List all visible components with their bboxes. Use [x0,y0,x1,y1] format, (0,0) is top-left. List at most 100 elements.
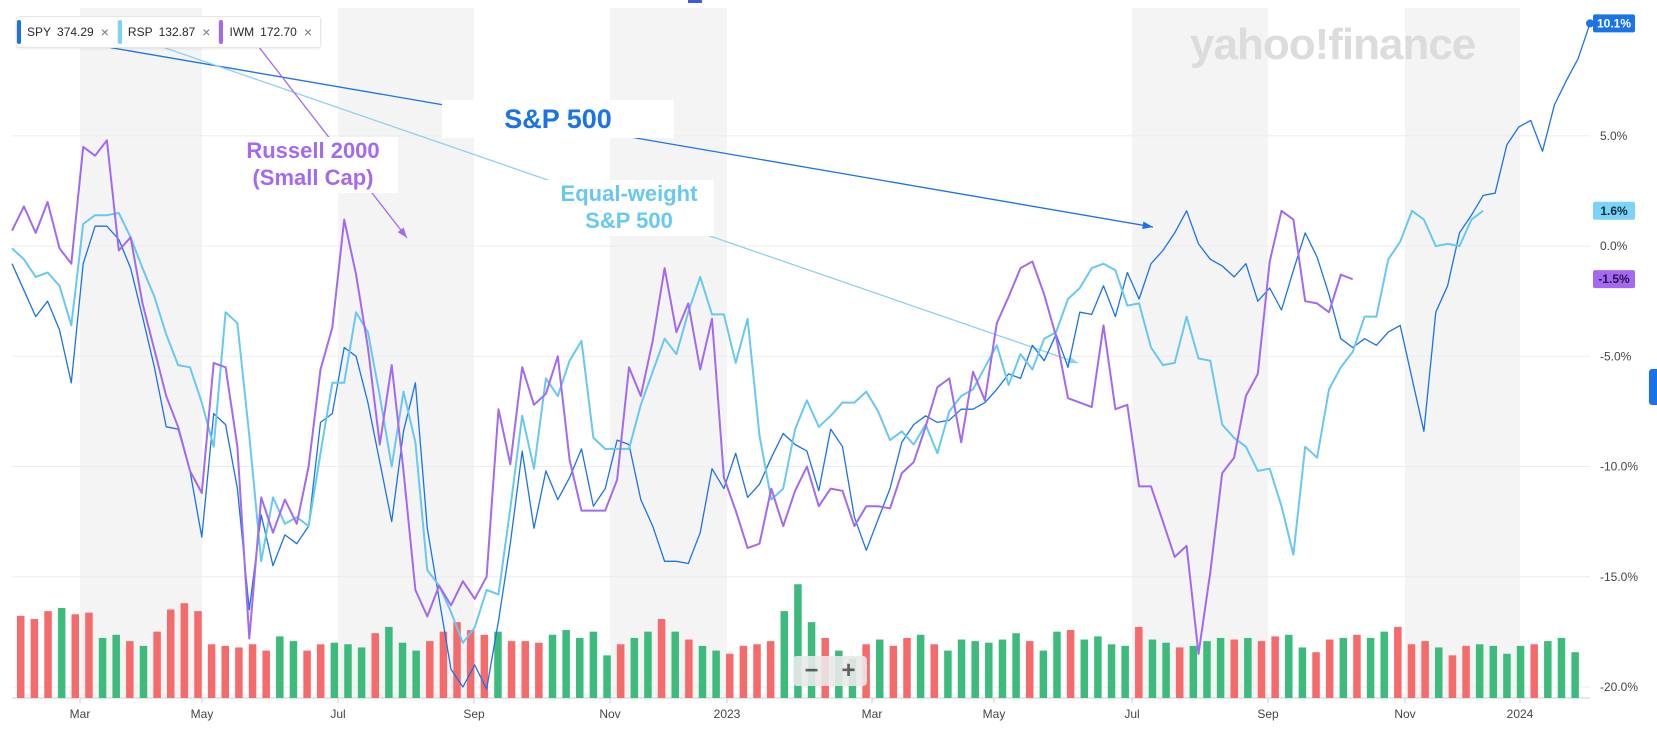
volume-bar-up [330,642,339,698]
volume-bar-up [1053,631,1061,698]
volume-bar-down [17,615,25,698]
volume-bar-up [698,645,707,698]
volume-bar-up [1012,633,1020,698]
volume-bar-up [1148,639,1157,698]
month-band [1405,8,1520,698]
volume-bar-up [1557,637,1566,698]
volume-bar-up [1203,641,1211,698]
volume-bar-up [412,650,420,698]
volume-bar-down [521,641,529,698]
legend-symbol: IWM [229,25,255,39]
x-tick-label: Sep [1257,707,1279,721]
volume-bar-down [903,637,911,698]
volume-bar-up [1080,639,1089,698]
volume-bar-up [1107,644,1116,698]
x-tick-label: May [191,707,214,721]
volume-bar-down [766,641,775,698]
close-icon[interactable]: × [100,24,109,40]
volume-bar-up [344,644,352,698]
volume-bar-down [1135,626,1143,698]
volume-bar-down [235,647,243,698]
volume-bar-down [1448,655,1457,698]
volume-bar-up [589,631,598,698]
legend-chip-rsp[interactable]: RSP 132.87 × [117,17,220,47]
zoom-in-button[interactable]: + [841,657,856,684]
volume-bar-down [753,644,761,698]
volume-bar-up [1298,647,1307,698]
yahoo-finance-logo: yahoo!finance [1190,20,1476,69]
volume-bar-down [1462,645,1470,698]
volume-bar-up [1121,645,1129,698]
y-tick-label: 5.0% [1600,129,1628,143]
legend-color-bar [17,20,21,44]
volume-bar-up [1366,637,1375,698]
close-icon[interactable]: × [202,24,211,40]
volume-bar-down [166,609,175,698]
volume-bar-up [1516,645,1525,698]
volume-bar-down [30,619,39,698]
value-badge-label-spy: 10.1% [1597,16,1631,30]
volume-bar-down [180,603,189,698]
annotation-russell-line2: (Small Cap) [252,165,374,190]
volume-bar-down [507,641,516,698]
annotation-russell-line1: Russell 2000 [246,138,380,163]
volume-bar-down [1353,634,1361,698]
volume-bar-up [57,607,66,698]
annotation-sp500: S&P 500 [442,100,674,138]
y-tick-label: -10.0% [1600,460,1638,474]
volume-bar-up [1216,637,1225,698]
volume-bar-up [139,645,148,698]
volume-bar-down [930,644,939,698]
volume-bar-down [426,641,434,698]
x-tick-label: Mar [862,707,883,721]
annotation-equal-line2: S&P 500 [585,208,673,233]
volume-bar-down [1312,652,1320,698]
volume-bar-down [207,644,216,698]
value-badge-label-rsp: 1.6% [1600,204,1628,218]
volume-bar-down [439,631,448,698]
volume-bar-down [371,633,380,698]
volume-bar-up [1503,653,1511,698]
volume-bar-up [1544,641,1552,698]
volume-bar-up [576,637,584,698]
volume-bar-up [957,639,966,698]
volume-bar-down [194,611,202,698]
legend-chip-spy[interactable]: SPY 374.29 × [17,17,118,47]
x-tick-label: Jul [330,707,345,721]
x-tick-label: Jul [1124,707,1139,721]
series-line-iwm [11,139,1354,655]
volume-bar-down [71,614,80,698]
zoom-out-button[interactable]: − [804,657,819,684]
volume-bar-down [1271,636,1279,698]
volume-bar-up [398,642,407,698]
series-line-spy [11,23,1591,690]
close-icon[interactable]: × [303,24,313,40]
x-tick-label: Nov [1394,707,1415,721]
month-band [80,8,202,698]
volume-bar-down [685,639,693,698]
volume-bar-up [1475,644,1484,698]
volume-bar-down [1257,641,1266,698]
volume-bar-up [276,636,284,698]
volume-bar-down [535,642,543,698]
legend: SPY 374.29 × RSP 132.87 × IWM 172.70 × [16,16,322,48]
spy-annotation-arrow-head [1142,221,1153,229]
volume-bar-down [1407,644,1416,698]
volume-bar-up [1244,637,1252,698]
volume-bar-up [1380,631,1388,698]
volume-bar-down [466,630,475,698]
volume-bar-down [221,645,230,698]
legend-chip-iwm[interactable]: IWM 172.70 × [219,17,320,47]
volume-bar-down [316,644,325,698]
volume-bar-up [671,631,679,698]
volume-bar-down [889,645,898,698]
volume-bar-down [1066,630,1075,698]
annotation-equal-weight: Equal-weight S&P 500 [544,180,714,236]
volume-bar-up [603,655,611,698]
side-panel-tab[interactable] [1649,369,1657,405]
x-tick-label: Nov [599,707,620,721]
volume-bar-up [1489,645,1498,698]
volume-bar-up [98,637,107,698]
